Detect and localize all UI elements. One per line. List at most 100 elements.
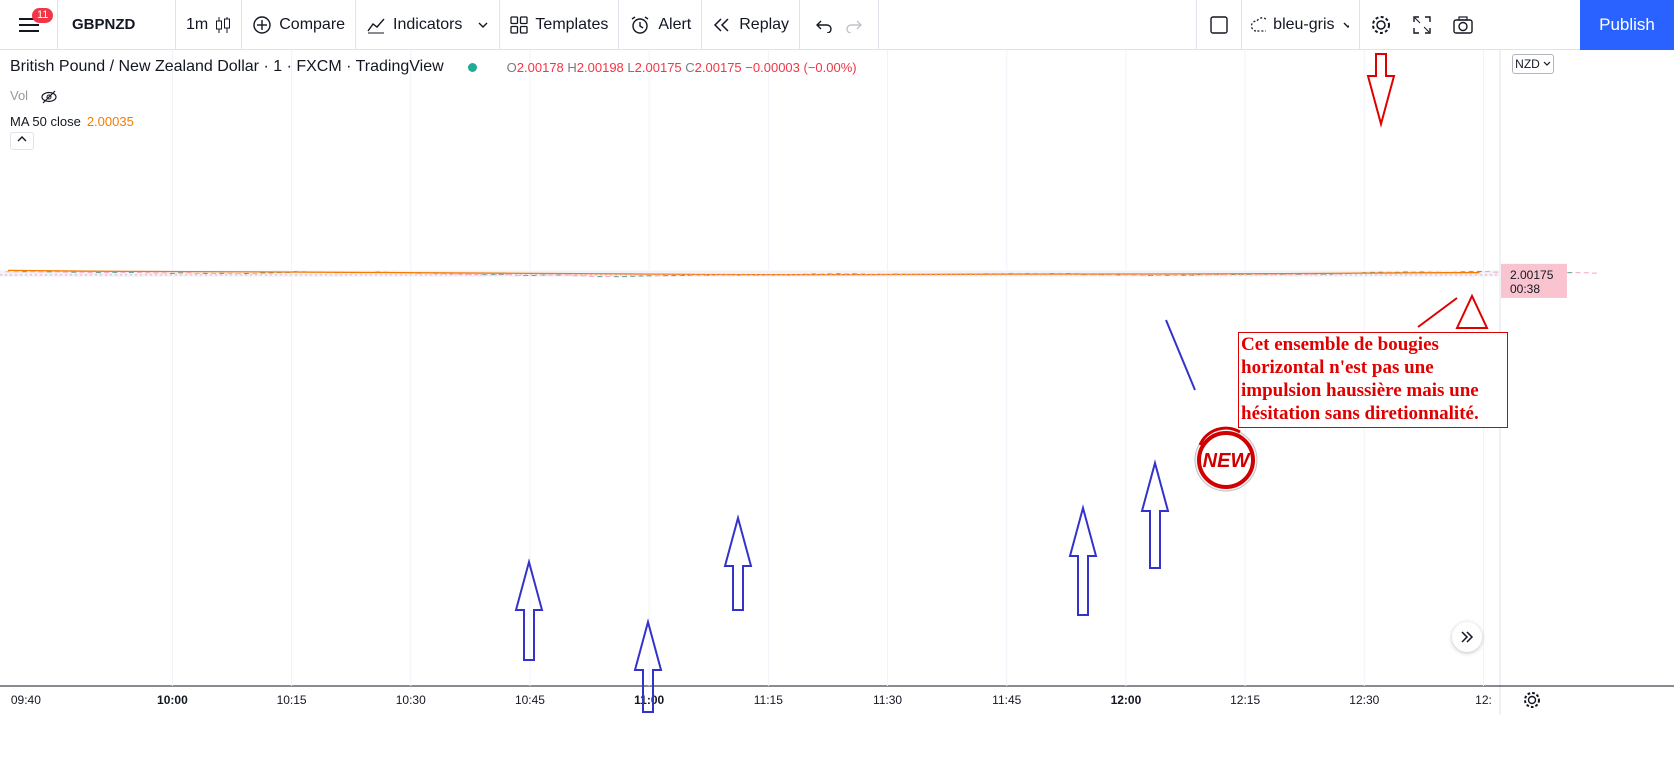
candle-body[interactable] [137,271,143,273]
candle-body[interactable] [1402,271,1408,273]
candle-body[interactable] [1148,274,1154,276]
compare-button[interactable]: Compare [242,0,357,50]
candle-body[interactable] [211,272,216,274]
indicators-button[interactable]: Indicators [356,0,501,50]
candle-body[interactable] [1476,271,1482,273]
candle-body[interactable] [243,273,249,275]
candle-body[interactable] [87,272,93,274]
candle-body[interactable] [1164,274,1170,276]
candle-body[interactable] [622,276,627,278]
candle-body[interactable] [63,271,69,273]
candle-body[interactable] [38,271,44,273]
candle-body[interactable] [30,271,36,273]
candle-body[interactable] [112,271,118,273]
scroll-to-realtime-button[interactable] [1452,622,1482,652]
collapse-legend-button[interactable] [10,132,34,150]
candle-body[interactable] [646,275,652,277]
candle-body[interactable] [95,272,101,274]
candle-body[interactable] [638,275,644,277]
candle-body[interactable] [1197,274,1203,276]
candle-body[interactable] [1180,274,1186,276]
candle-body[interactable] [1485,271,1491,273]
candle-body[interactable] [506,274,512,276]
ma-legend[interactable]: MA 50 close 2.00035 [10,114,134,129]
candle-body[interactable] [1205,274,1211,276]
candle-body[interactable] [227,272,233,274]
settings-button[interactable] [1362,0,1400,50]
candle-body[interactable] [186,272,192,274]
candle-body[interactable] [1378,271,1384,273]
redo-icon[interactable] [846,17,864,33]
candle-body[interactable] [219,272,225,274]
candle-body[interactable] [1427,271,1433,273]
candle-body[interactable] [194,273,200,275]
candle-body[interactable] [457,273,463,275]
candle-body[interactable] [1156,274,1162,276]
candle-body[interactable] [556,274,562,276]
candle-body[interactable] [1575,272,1581,274]
candle-body[interactable] [482,274,488,276]
candle-body[interactable] [490,274,496,276]
candle-body[interactable] [1304,273,1310,275]
candle-body[interactable] [1115,274,1121,276]
candle-body[interactable] [153,272,159,274]
candle-body[interactable] [1312,273,1318,275]
candle-body[interactable] [128,271,134,273]
candle-body[interactable] [605,276,611,278]
volume-legend[interactable]: Vol [10,88,58,104]
layout-name-button[interactable]: bleu-gris [1240,0,1360,50]
candle-body[interactable] [21,271,27,273]
candle-body[interactable] [1567,272,1573,274]
candle-body[interactable] [202,272,208,274]
candle-body[interactable] [268,272,274,274]
candle-body[interactable] [5,271,11,273]
candle-body[interactable] [1106,274,1112,276]
eye-hidden-icon[interactable] [40,90,58,104]
candle-body[interactable] [679,274,685,276]
candle-body[interactable] [580,275,586,277]
axis-settings-button[interactable] [1522,690,1542,715]
candle-body[interactable] [860,273,866,275]
candle-body[interactable] [613,276,619,278]
candle-body[interactable] [589,275,595,277]
candle-body[interactable] [161,272,167,274]
candle-body[interactable] [597,276,603,278]
candle-body[interactable] [235,273,241,275]
main-menu-button[interactable]: 11 [0,0,58,50]
candle-body[interactable] [120,271,126,273]
candle-body[interactable] [13,271,19,273]
candle-body[interactable] [465,273,471,275]
candle-body[interactable] [1328,273,1334,275]
candle-body[interactable] [1230,274,1236,276]
candle-body[interactable] [1468,271,1474,273]
undo-icon[interactable] [814,17,832,33]
candle-body[interactable] [1296,273,1302,275]
candle-body[interactable] [843,273,849,275]
candle-body[interactable] [663,275,669,277]
candle-body[interactable] [1583,272,1589,274]
candle-body[interactable] [260,272,266,274]
candle-body[interactable] [449,273,455,275]
candle-body[interactable] [1222,274,1228,276]
candle-body[interactable] [1411,271,1417,273]
candle-body[interactable] [1139,274,1145,276]
snapshot-button[interactable] [1444,0,1482,50]
annotation-text-box[interactable]: Cet ensemble de bougies horizontal n'est… [1238,332,1508,428]
alert-button[interactable]: Alert [619,0,703,50]
candle-body[interactable] [441,273,447,275]
candle-body[interactable] [1419,271,1425,273]
templates-button[interactable]: Templates [500,0,620,50]
candle-body[interactable] [104,272,110,274]
candle-body[interactable] [515,274,521,276]
candle-body[interactable] [654,275,660,277]
candle-body[interactable] [1287,273,1293,275]
fullscreen-button[interactable] [1404,0,1440,50]
candle-body[interactable] [432,273,438,275]
candle-body[interactable] [1591,272,1597,274]
layout-select-button[interactable] [1196,0,1242,50]
candle-body[interactable] [1337,273,1343,275]
candle-body[interactable] [695,274,701,276]
candle-body[interactable] [671,275,677,277]
candle-body[interactable] [835,273,841,275]
candle-body[interactable] [531,274,537,276]
